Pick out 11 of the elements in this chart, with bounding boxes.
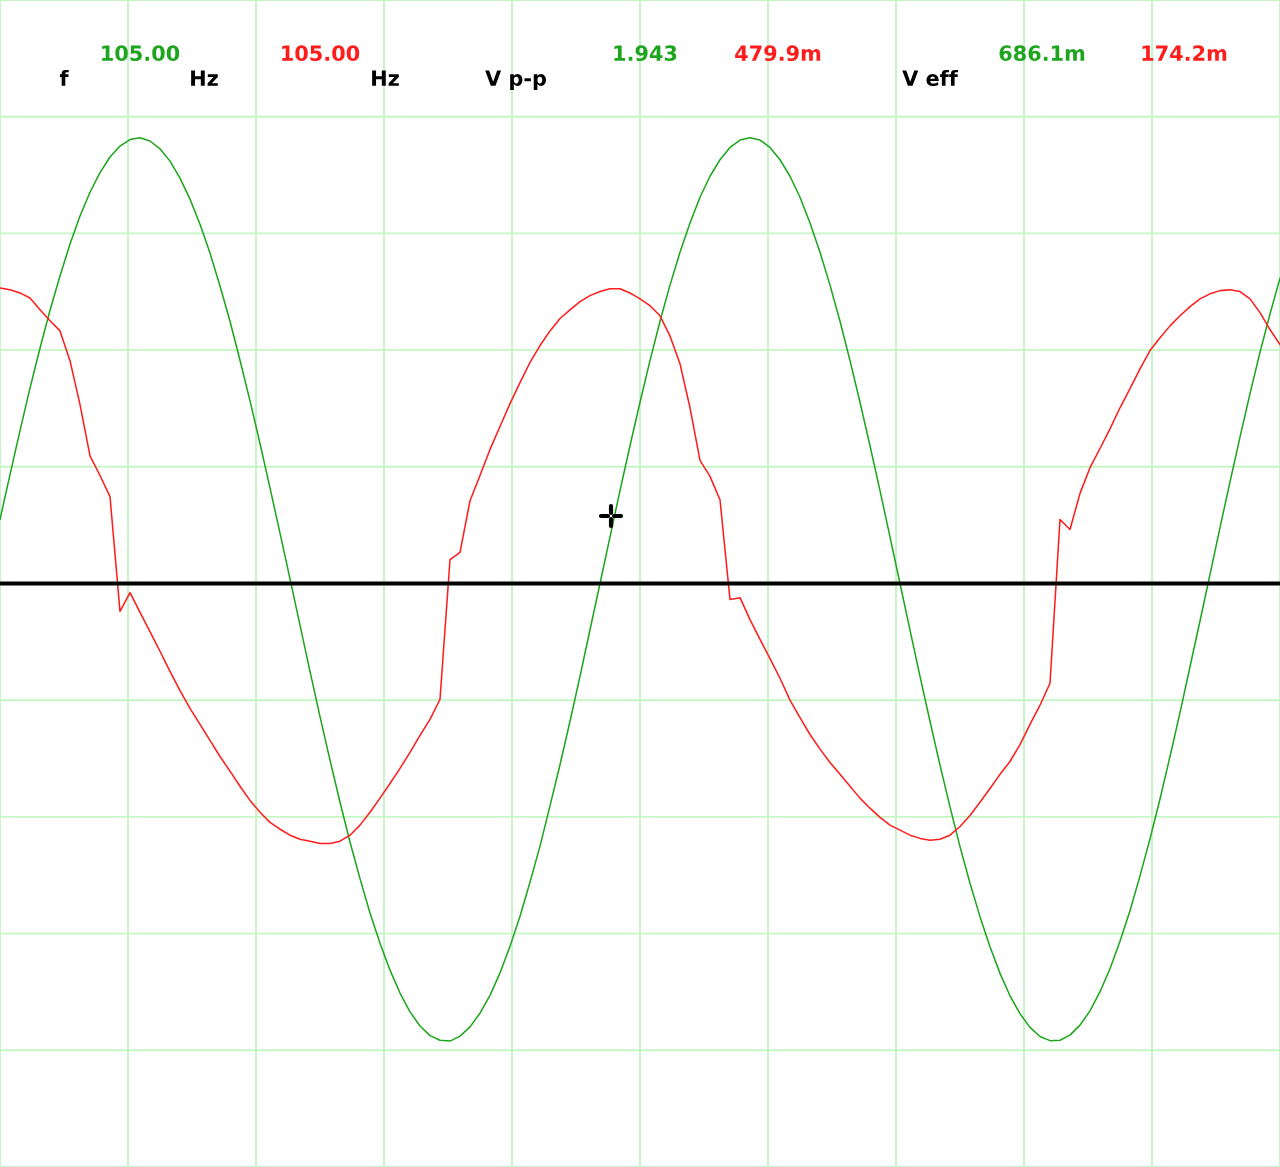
- text: Hz: [191, 70, 218, 86]
- text: 686.1m: [999, 45, 1085, 62]
- text: 105.00: [282, 45, 360, 62]
- text: 174.2m: [1142, 45, 1227, 61]
- text: 1.943: [614, 45, 677, 62]
- text: f: [59, 69, 69, 86]
- text: 105.00: [102, 45, 180, 62]
- text: V eff: [902, 69, 958, 87]
- text: Hz: [372, 70, 399, 86]
- text: 479.9m: [735, 45, 821, 62]
- text: V p-p: [485, 70, 546, 91]
